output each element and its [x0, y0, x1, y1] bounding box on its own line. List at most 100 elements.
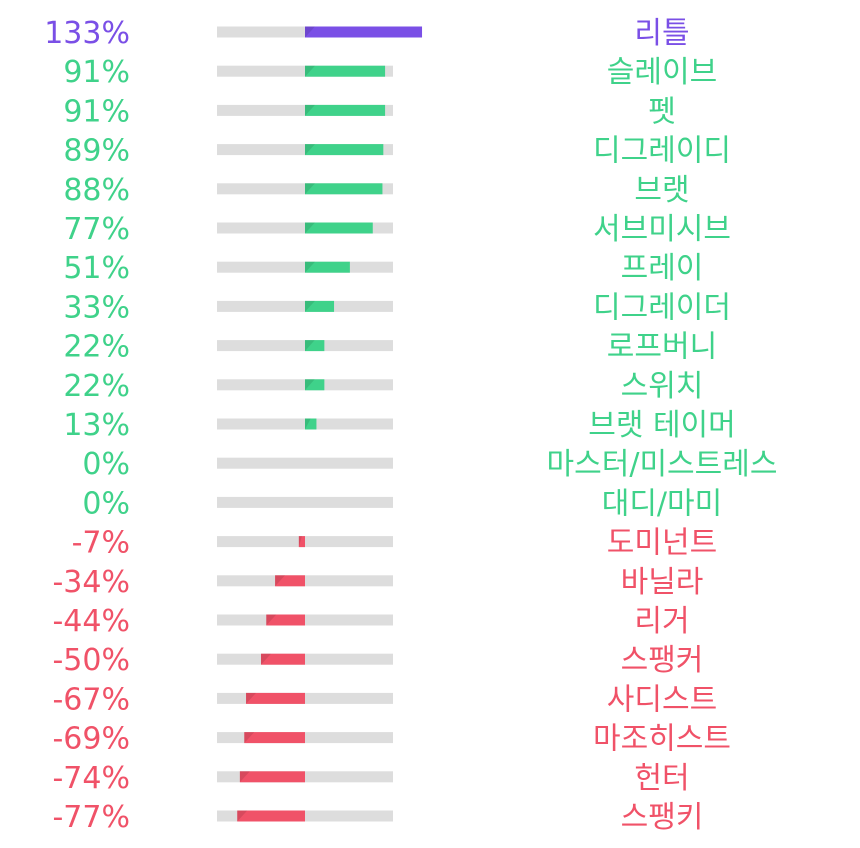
bar-sheen [305, 261, 315, 273]
bar-sheen [239, 771, 250, 783]
bar-track [217, 457, 393, 469]
bar [305, 65, 386, 77]
bar-sheen [305, 144, 315, 156]
value-label: -34% [52, 565, 130, 600]
bar-sheen [305, 418, 311, 430]
bar-sheen [305, 379, 315, 391]
category-label: 프레이 [621, 251, 704, 286]
category-label: 펫 [648, 94, 676, 129]
bar-sheen [244, 732, 255, 744]
value-label: 89% [63, 134, 130, 169]
value-label: -74% [52, 761, 130, 796]
bar [305, 379, 325, 391]
bar [239, 771, 305, 783]
category-label: 리틀 [634, 16, 689, 51]
value-label: 33% [63, 290, 130, 325]
bar [305, 418, 317, 430]
value-label: -44% [52, 604, 130, 639]
bar [275, 575, 305, 587]
chart-row: -44% 리거 [52, 604, 689, 639]
bar-sheen [305, 104, 315, 116]
category-label: 서브미시브 [593, 212, 731, 247]
chart-row: 88% 브랫 [63, 173, 689, 208]
bar [237, 810, 305, 822]
bar-sheen [305, 300, 315, 312]
chart-row: -67% 사디스트 [52, 682, 717, 717]
bar [261, 653, 305, 665]
value-label: 22% [63, 330, 130, 365]
bar-sheen [261, 653, 271, 665]
value-label: -69% [52, 722, 130, 757]
category-label: 사디스트 [607, 682, 717, 717]
value-label: 133% [44, 16, 130, 51]
category-label: 디그레이더 [593, 290, 731, 325]
bar [305, 26, 423, 38]
chart-row: 22% 스위치 [63, 369, 703, 404]
value-label: -77% [52, 800, 130, 835]
bar-sheen [305, 26, 315, 38]
value-label: 77% [63, 212, 130, 247]
chart-row: -34% 바닐라 [52, 565, 703, 600]
category-label: 대디/마미 [602, 486, 723, 521]
chart-row: 51% 프레이 [63, 251, 703, 286]
category-label: 스팽커 [621, 643, 704, 678]
category-label: 리거 [634, 604, 689, 639]
category-label: 로프버니 [607, 330, 717, 365]
bar [305, 183, 383, 195]
value-label: -67% [52, 682, 130, 717]
bar-sheen [237, 810, 248, 822]
value-label: -7% [72, 526, 130, 561]
chart-row: -69% 마조히스트 [52, 722, 731, 757]
bar [298, 536, 305, 548]
value-label: 88% [63, 173, 130, 208]
category-label: 디그레이디 [593, 134, 731, 169]
bar-sheen [305, 183, 315, 195]
bar-sheen [266, 614, 277, 626]
bar-sheen [275, 575, 286, 587]
value-label: -50% [52, 643, 130, 678]
category-label: 마스터/미스트레스 [547, 447, 778, 482]
bar [305, 144, 384, 156]
chart-row: -74% 헌터 [52, 761, 689, 796]
bar-sheen [305, 65, 315, 77]
category-label: 스위치 [621, 369, 704, 404]
chart-row: 22% 로프버니 [63, 330, 717, 365]
bar [266, 614, 305, 626]
category-label: 슬레이브 [607, 55, 717, 90]
value-label: 0% [82, 486, 130, 521]
category-label: 마조히스트 [593, 722, 731, 757]
chart-row: 0% 마스터/미스트레스 [82, 447, 777, 482]
bar [244, 732, 305, 744]
chart-row: 13% 브랫 테이머 [63, 408, 735, 443]
chart-row: -7% 도미넌트 [72, 526, 718, 561]
bar-track [217, 496, 393, 508]
bar [305, 104, 386, 116]
bar [305, 261, 350, 273]
chart-row: 91% 펫 [63, 94, 675, 129]
value-label: 0% [82, 447, 130, 482]
category-label: 헌터 [634, 761, 689, 796]
category-label: 바닐라 [621, 565, 704, 600]
chart-row: 89% 디그레이디 [63, 134, 731, 169]
value-label: 51% [63, 251, 130, 286]
value-label: 91% [63, 94, 130, 129]
bar [305, 340, 325, 352]
chart-row: 133% 리틀 [44, 16, 689, 51]
value-label: 13% [63, 408, 130, 443]
category-label: 브랫 [634, 173, 689, 208]
category-label: 스팽키 [621, 800, 704, 835]
chart-row: 0% 대디/마미 [82, 486, 722, 521]
value-label: 22% [63, 369, 130, 404]
bar-sheen [246, 692, 257, 704]
chart-row: 91% 슬레이브 [63, 55, 717, 90]
bar [246, 692, 305, 704]
bar-sheen [305, 222, 315, 234]
category-label: 도미넌트 [607, 526, 717, 561]
chart-row: 33% 디그레이더 [63, 290, 731, 325]
chart-row: -50% 스팽커 [52, 643, 703, 678]
bar-sheen [298, 536, 302, 548]
value-label: 91% [63, 55, 130, 90]
chart-row: -77% 스팽키 [52, 800, 703, 835]
category-label: 브랫 테이머 [588, 408, 736, 443]
